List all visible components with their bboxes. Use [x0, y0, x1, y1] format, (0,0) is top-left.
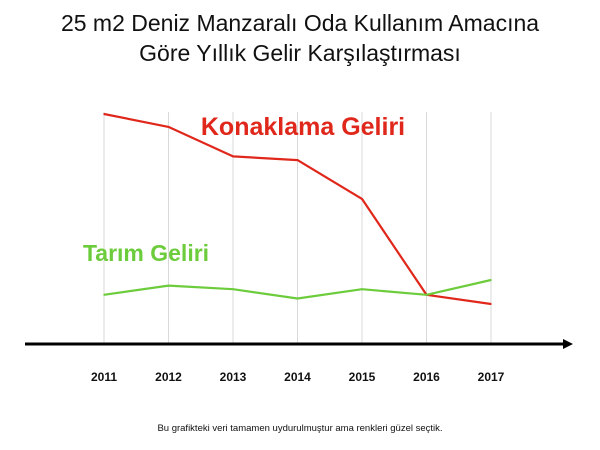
footnote: Bu grafikteki veri tamamen uydurulmuştur…	[157, 423, 443, 434]
data-point-tarim-2016	[425, 294, 428, 296]
chart-title: 25 m2 Deniz Manzaralı Oda Kullanım Amacı…	[0, 8, 600, 68]
data-point-tarim-2015	[361, 288, 363, 291]
data-point-konaklama-2017	[490, 303, 492, 305]
x-tick-2017: 2017	[478, 370, 505, 384]
data-point-tarim-2013	[232, 288, 234, 291]
series-label-tarim: Tarım Geliri	[83, 240, 209, 266]
data-point-tarim-2012	[167, 284, 170, 287]
data-point-tarim-2011	[103, 294, 105, 296]
chart-title-line-1: 25 m2 Deniz Manzaralı Oda Kullanım Amacı…	[60, 10, 540, 36]
data-point-konaklama-2014	[296, 159, 299, 161]
x-tick-2016: 2016	[413, 370, 440, 384]
data-point-konaklama-2012	[167, 126, 170, 128]
x-tick-2014: 2014	[284, 370, 311, 384]
series-lines	[103, 112, 492, 306]
data-point-konaklama-2015	[361, 198, 363, 200]
grid-lines	[103, 112, 492, 343]
x-tick-2012: 2012	[155, 370, 182, 384]
x-tick-2011: 2011	[91, 370, 117, 384]
data-point-tarim-2017	[490, 279, 492, 281]
data-point-konaklama-2011	[103, 113, 105, 115]
x-tick-2015: 2015	[349, 370, 376, 384]
series-label-konaklama: Konaklama Geliri	[201, 113, 405, 141]
data-point-tarim-2014	[296, 297, 299, 300]
series-labels: Konaklama Geliri Tarım Geliri	[83, 113, 405, 266]
data-point-konaklama-2013	[232, 155, 234, 158]
x-tick-2013: 2013	[220, 370, 247, 384]
chart-title-line-2: Göre Yıllık Gelir Karşılaştırması	[139, 40, 461, 66]
x-tick-labels: 2011 2012 2013 2014 2015 2016 2017	[91, 370, 505, 384]
